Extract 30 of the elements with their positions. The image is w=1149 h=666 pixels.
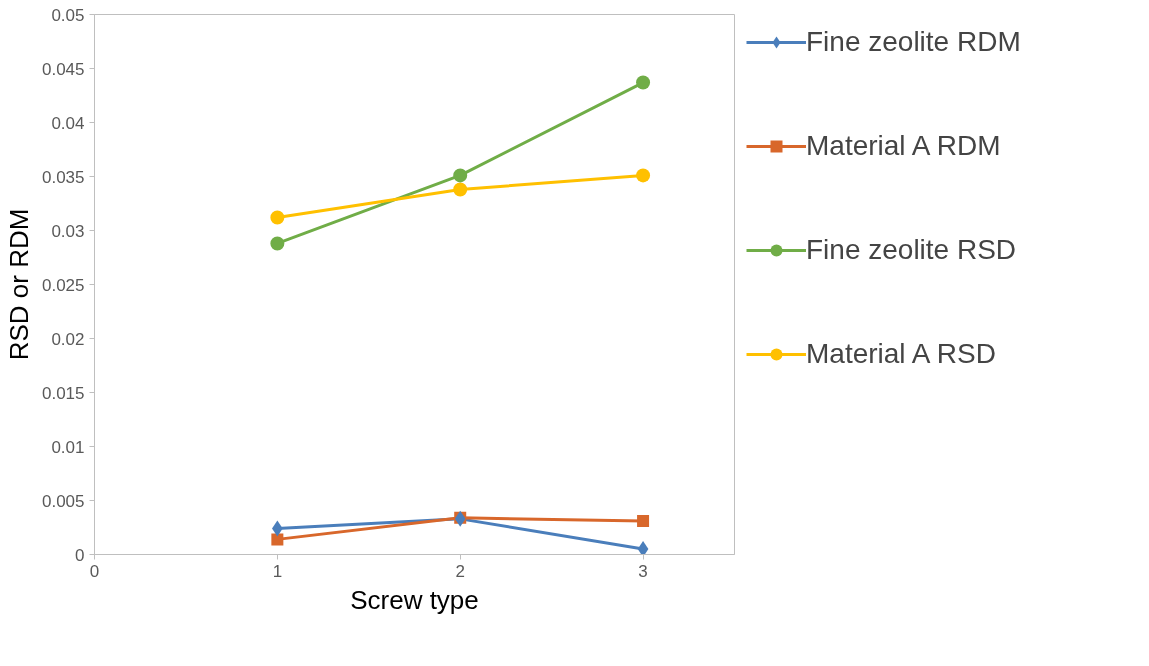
y-tick-label: 0.025 — [41, 275, 85, 295]
point — [271, 533, 284, 546]
legend-label: Material A RSD — [806, 338, 996, 370]
y-tick-label: 0.015 — [41, 383, 85, 403]
x-tick-label: 1 — [272, 561, 283, 581]
point — [453, 182, 468, 197]
y-tick-label: 0.005 — [41, 491, 85, 511]
y-tick-label: 0.02 — [51, 329, 85, 349]
x-axis-title: Screw type — [350, 584, 479, 615]
y-tick-label: 0.035 — [41, 167, 85, 187]
point — [636, 75, 651, 90]
point — [637, 515, 650, 528]
x-tick-label: 2 — [455, 561, 465, 581]
y-axis-title: RSD or RDM — [3, 208, 34, 361]
y-tick-label: 0.05 — [51, 5, 85, 25]
point — [453, 168, 468, 183]
y-tick-label: 0.03 — [51, 221, 85, 241]
legend-label: Fine zeolite RDM — [806, 26, 1021, 58]
point — [270, 236, 285, 251]
legend-label: Fine zeolite RSD — [806, 234, 1017, 266]
point — [636, 168, 651, 183]
point — [637, 541, 649, 555]
legend-label: Material A RDM — [806, 130, 1001, 162]
x-tick-label: 0 — [89, 561, 100, 581]
point — [270, 210, 285, 225]
y-tick-label: 0.045 — [41, 59, 85, 79]
y-tick-label: 0.01 — [51, 437, 85, 457]
y-tick-label: 0 — [75, 545, 85, 565]
x-tick-label: 3 — [638, 561, 648, 581]
y-tick-label: 0.04 — [51, 113, 85, 133]
